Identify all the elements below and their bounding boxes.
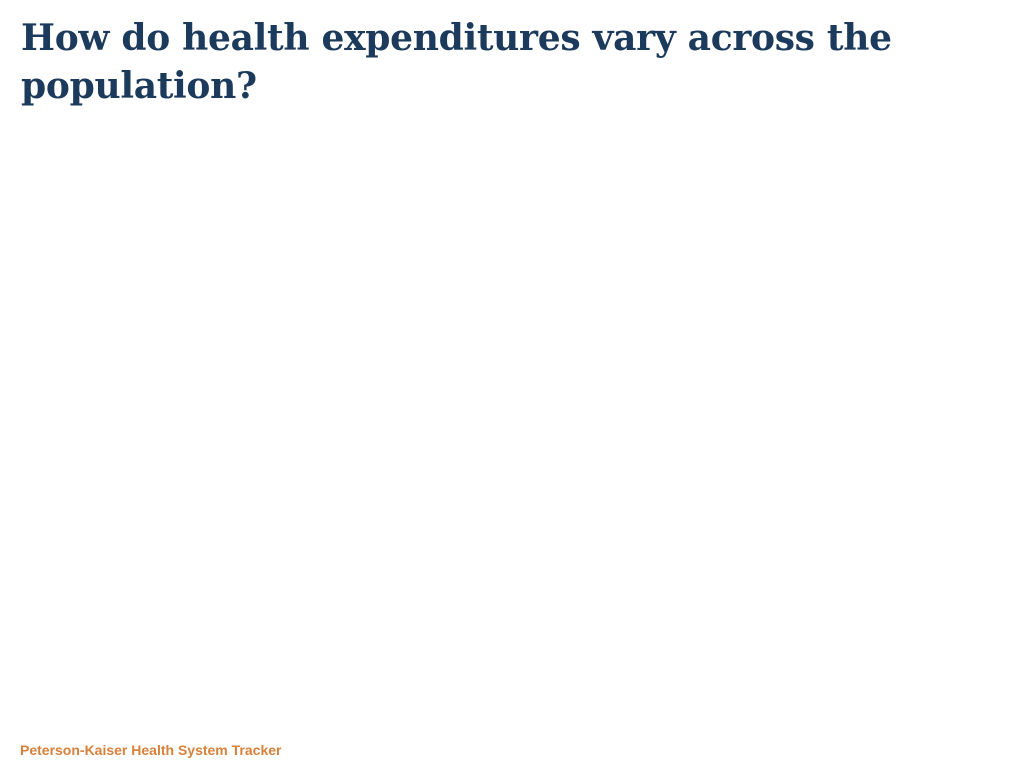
slide-body (21, 130, 1001, 720)
footer-source: Peterson-Kaiser Health System Tracker (20, 742, 282, 758)
slide-title: How do health expenditures vary across t… (21, 17, 892, 107)
